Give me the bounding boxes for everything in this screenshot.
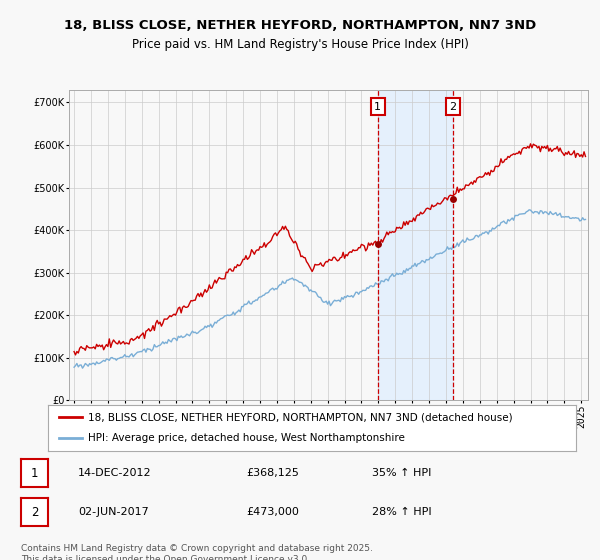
Text: 1: 1 — [374, 101, 381, 111]
Text: 14-DEC-2012: 14-DEC-2012 — [78, 468, 152, 478]
Text: 35% ↑ HPI: 35% ↑ HPI — [372, 468, 431, 478]
Bar — [377, 90, 453, 400]
Text: 18, BLISS CLOSE, NETHER HEYFORD, NORTHAMPTON, NN7 3ND: 18, BLISS CLOSE, NETHER HEYFORD, NORTHAM… — [64, 18, 536, 32]
Text: 02-JUN-2017: 02-JUN-2017 — [78, 507, 149, 517]
Text: £473,000: £473,000 — [246, 507, 299, 517]
Text: 28% ↑ HPI: 28% ↑ HPI — [372, 507, 431, 517]
Text: 2: 2 — [31, 506, 38, 519]
Text: 18, BLISS CLOSE, NETHER HEYFORD, NORTHAMPTON, NN7 3ND (detached house): 18, BLISS CLOSE, NETHER HEYFORD, NORTHAM… — [88, 412, 512, 422]
Text: Contains HM Land Registry data © Crown copyright and database right 2025.
This d: Contains HM Land Registry data © Crown c… — [21, 544, 373, 560]
Text: HPI: Average price, detached house, West Northamptonshire: HPI: Average price, detached house, West… — [88, 433, 404, 444]
Text: 1: 1 — [31, 466, 38, 480]
Text: Price paid vs. HM Land Registry's House Price Index (HPI): Price paid vs. HM Land Registry's House … — [131, 38, 469, 52]
Text: 2: 2 — [449, 101, 457, 111]
Text: £368,125: £368,125 — [246, 468, 299, 478]
